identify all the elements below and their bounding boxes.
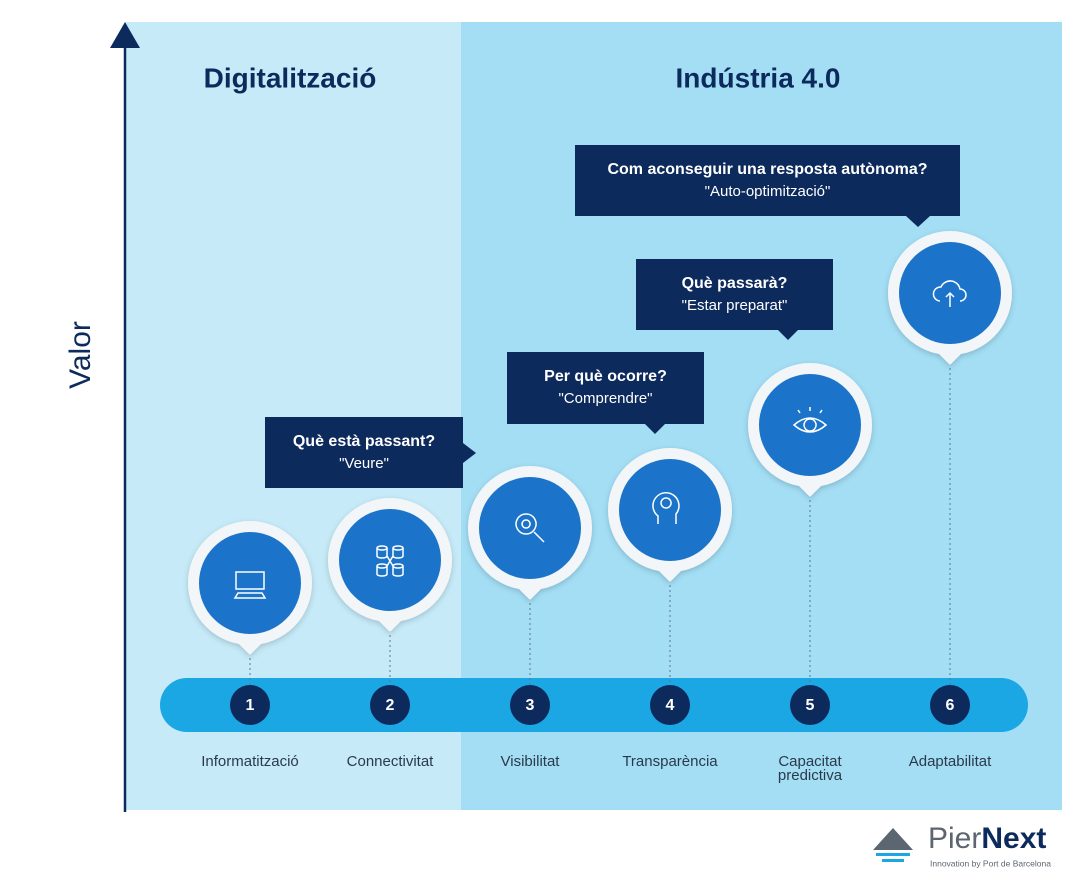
- stage-icon: [792, 407, 828, 433]
- logo-bold: Next: [981, 822, 1046, 855]
- stage-label: Transparència: [622, 753, 718, 770]
- stage-label: Connectivitat: [347, 753, 435, 770]
- callout-pointer: [463, 443, 476, 463]
- callout-pointer: [778, 330, 798, 340]
- callout-box: [507, 352, 704, 424]
- y-axis-arrow: [110, 22, 140, 48]
- logo-wave: [876, 853, 910, 856]
- stage-badge: [510, 685, 550, 725]
- pin-inner: [479, 477, 581, 579]
- pin-tip: [376, 618, 404, 632]
- callout-answer: "Auto-optimització": [705, 183, 831, 200]
- callout-answer: "Estar preparat": [682, 297, 788, 314]
- stage-icon: [515, 513, 545, 543]
- stage-icon: [652, 491, 680, 524]
- stage-badge: [370, 685, 410, 725]
- axis-label: Valor: [64, 321, 97, 389]
- stage-label: Visibilitat: [501, 753, 561, 770]
- logo-light: Pier: [928, 822, 981, 855]
- stage-label: predictiva: [778, 767, 843, 784]
- stage-number: 6: [946, 697, 955, 714]
- callout-box: [265, 417, 463, 488]
- callout-box: [575, 145, 960, 216]
- pin-tip: [236, 641, 264, 655]
- logo-mark: [873, 828, 913, 850]
- timeline-bar: [160, 678, 1028, 732]
- pin-inner: [199, 532, 301, 634]
- stage-number: 4: [666, 697, 675, 714]
- stage-badge: [930, 685, 970, 725]
- logo-name: PierNext: [928, 822, 1046, 855]
- callout-pointer: [906, 216, 930, 227]
- stage-badge: [230, 685, 270, 725]
- callout-question: Què està passant?: [293, 433, 435, 450]
- section-title: Digitalització: [204, 62, 377, 93]
- logo-wave: [882, 859, 904, 862]
- callout-answer: "Comprendre": [558, 390, 652, 407]
- callout-question: Com aconseguir una resposta autònoma?: [607, 161, 927, 178]
- pin-tip: [656, 568, 684, 582]
- logo-tagline: Innovation by Port de Barcelona: [930, 858, 1051, 868]
- stage-number: 3: [526, 697, 535, 714]
- pin-tip: [936, 351, 964, 365]
- pin-inner: [759, 374, 861, 476]
- section-title: Indústria 4.0: [676, 62, 841, 93]
- stage-icon: [233, 571, 267, 599]
- pin-tip: [516, 586, 544, 600]
- callout-pointer: [645, 424, 665, 434]
- callout-answer: "Veure": [339, 455, 389, 472]
- pin-tip: [796, 483, 824, 497]
- callout-question: Per què ocorre?: [544, 368, 667, 385]
- stage-number: 2: [386, 697, 395, 714]
- stage-label: Capacitat: [778, 753, 842, 770]
- pin-inner: [619, 459, 721, 561]
- callout-box: [636, 259, 833, 330]
- callout-question: Què passarà?: [682, 275, 788, 292]
- stage-icon: [376, 545, 404, 577]
- stage-badge: [650, 685, 690, 725]
- stage-badge: [790, 685, 830, 725]
- stage-number: 5: [806, 697, 815, 714]
- stage-label: Informatització: [201, 753, 299, 770]
- stage-number: 1: [246, 697, 255, 714]
- stage-icon: [932, 280, 967, 307]
- stage-label: Adaptabilitat: [909, 753, 992, 770]
